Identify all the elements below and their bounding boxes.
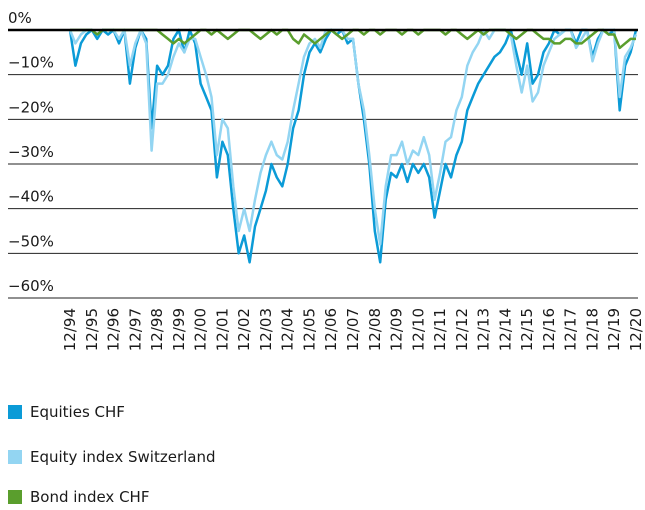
series-line — [68, 28, 638, 246]
legend-swatch — [8, 490, 22, 504]
x-tick-label: 12/98 — [148, 308, 166, 351]
x-tick-label: 12/19 — [605, 308, 623, 351]
x-tick-label: 12/20 — [627, 308, 645, 351]
legend-label: Equities CHF — [30, 403, 125, 421]
x-tick-label: 12/99 — [170, 308, 188, 351]
y-tick-label: −60% — [8, 277, 54, 295]
y-tick-label: −10% — [8, 54, 54, 72]
y-tick-label: −20% — [8, 98, 54, 116]
legend-label: Equity index Switzerland — [30, 448, 216, 466]
x-tick-label: 12/05 — [300, 308, 318, 351]
x-tick-label: 12/11 — [431, 308, 449, 351]
x-tick-label: 12/08 — [366, 308, 384, 351]
x-tick-label: 12/00 — [192, 308, 210, 351]
y-tick-label: −50% — [8, 232, 54, 250]
x-tick-label: 12/15 — [518, 308, 536, 351]
x-tick-label: 12/18 — [583, 308, 601, 351]
x-tick-label: 12/16 — [540, 308, 558, 351]
x-tick-label: 12/06 — [322, 308, 340, 351]
x-tick-label: 12/10 — [409, 308, 427, 351]
x-tick-label: 12/09 — [388, 308, 406, 351]
x-tick-label: 12/97 — [126, 308, 144, 351]
x-tick-label: 12/14 — [496, 308, 514, 351]
legend-label: Bond index CHF — [30, 488, 149, 506]
x-tick-label: 12/13 — [475, 308, 493, 351]
x-tick-label: 12/04 — [279, 308, 297, 351]
y-tick-label: −40% — [8, 188, 54, 206]
x-tick-label: 12/07 — [344, 308, 362, 351]
series-line — [68, 28, 638, 264]
legend-swatch — [8, 450, 22, 464]
x-tick-label: 12/17 — [562, 308, 580, 351]
x-tick-label: 12/95 — [83, 308, 101, 351]
x-tick-label: 12/01 — [213, 308, 231, 351]
y-tick-label: 0% — [8, 9, 32, 27]
x-tick-label: 12/96 — [105, 308, 123, 351]
legend-swatch — [8, 405, 22, 419]
x-tick-label: 12/02 — [235, 308, 253, 351]
x-tick-label: 12/12 — [453, 308, 471, 351]
x-tick-label: 12/03 — [257, 308, 275, 351]
x-tick-label: 12/94 — [61, 308, 79, 351]
y-tick-label: −30% — [8, 143, 54, 161]
